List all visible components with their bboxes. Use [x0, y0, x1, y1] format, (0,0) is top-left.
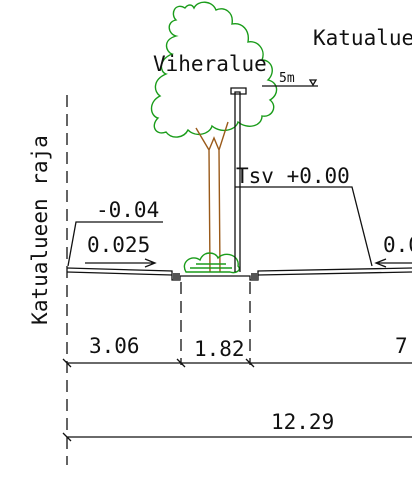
slope: 0.0 [383, 233, 412, 257]
label: Katualue [313, 26, 412, 50]
dimension-line [62, 358, 412, 368]
slope-arrow [85, 258, 157, 268]
dimension: 1.82 [194, 337, 245, 361]
level: Tsv +0.00 [236, 164, 350, 188]
label: Viheralue [153, 52, 267, 76]
tree-crown [150, 1, 278, 138]
dimension-line [62, 432, 412, 442]
dimension: 7. [395, 334, 412, 358]
curb [173, 273, 180, 280]
slope-arrow [374, 258, 412, 268]
lamp-post [230, 87, 247, 272]
dimension: 12.29 [271, 410, 334, 434]
shrub [183, 252, 240, 274]
slope: 0.025 [87, 233, 150, 257]
leader-line [67, 221, 163, 267]
label: 5m [279, 71, 295, 86]
dimension: 3.06 [89, 334, 140, 358]
level: -0.04 [96, 198, 159, 222]
scale-mark [262, 79, 318, 87]
label: Katualueen raja [28, 135, 52, 325]
leader-line [235, 186, 373, 267]
curb [251, 273, 258, 280]
tree-trunk [195, 121, 229, 273]
